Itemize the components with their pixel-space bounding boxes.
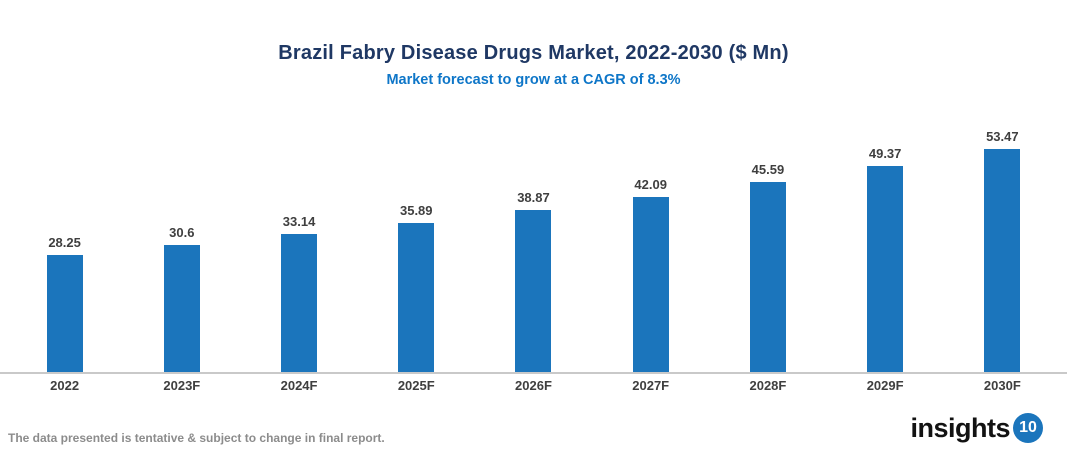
bar-column: 30.6 [123, 225, 240, 373]
x-axis-label: 2027F [632, 378, 670, 393]
bar [632, 197, 669, 373]
x-axis-label: 2024F [280, 378, 318, 393]
insights10-logo: insights 10 [910, 413, 1043, 443]
bar-column: 38.87 [475, 190, 592, 373]
bar-column: 33.14 [240, 214, 357, 373]
bar-value-label: 42.09 [634, 177, 667, 192]
plot-area: 28.25 30.6 33.14 35.89 38.87 42.09 45.59 49.37 5… [6, 0, 1061, 373]
bar [984, 149, 1021, 373]
bar [281, 234, 318, 373]
chart-title: Brazil Fabry Disease Drugs Market, 2022-… [278, 42, 789, 64]
x-axis-label: 2022 [50, 378, 80, 393]
x-axis-label: 2023F [163, 378, 201, 393]
bar-value-label: 30.6 [169, 225, 195, 240]
bar-value-label: 45.59 [751, 162, 785, 177]
x-axis-label: 2026F [515, 378, 552, 393]
bar-value-label: 33.14 [282, 214, 316, 229]
logo-badge: 10 [1013, 413, 1043, 443]
bar-column: 35.89 [358, 203, 475, 373]
bar-value-label: 35.89 [399, 203, 433, 218]
x-axis-label: 2025F [397, 378, 435, 393]
chart-subtitle: Market forecast to grow at a CAGR of 8.3… [386, 72, 681, 88]
bar-column: 53.47 [944, 129, 1061, 373]
logo-wordmark: insights [910, 412, 1010, 443]
bar [867, 166, 904, 373]
bar [398, 223, 435, 373]
bar-value-label: 49.37 [868, 146, 902, 161]
x-axis-labels: 2022 2023F 2024F 2025F 2026F 2027F 2028F 2029F 2… [6, 378, 1061, 393]
bar-column: 49.37 [827, 146, 944, 373]
bar-value-label: 38.87 [517, 190, 550, 205]
bar-column: 45.59 [709, 162, 826, 373]
disclaimer-text: The data presented is tentative & subjec… [8, 431, 385, 445]
bar [749, 182, 786, 373]
x-axis-line [0, 372, 1067, 374]
bar-value-label: 28.25 [48, 235, 81, 250]
bar [515, 210, 552, 373]
bar [163, 245, 200, 373]
x-axis-label: 2029F [866, 378, 904, 393]
bar-column: 28.25 [6, 235, 123, 373]
x-axis-label: 2028F [749, 378, 787, 393]
bar-column: 42.09 [592, 177, 709, 373]
bar-value-label: 53.47 [986, 129, 1019, 144]
x-axis-label: 2030F [983, 378, 1021, 393]
bar [46, 255, 83, 373]
